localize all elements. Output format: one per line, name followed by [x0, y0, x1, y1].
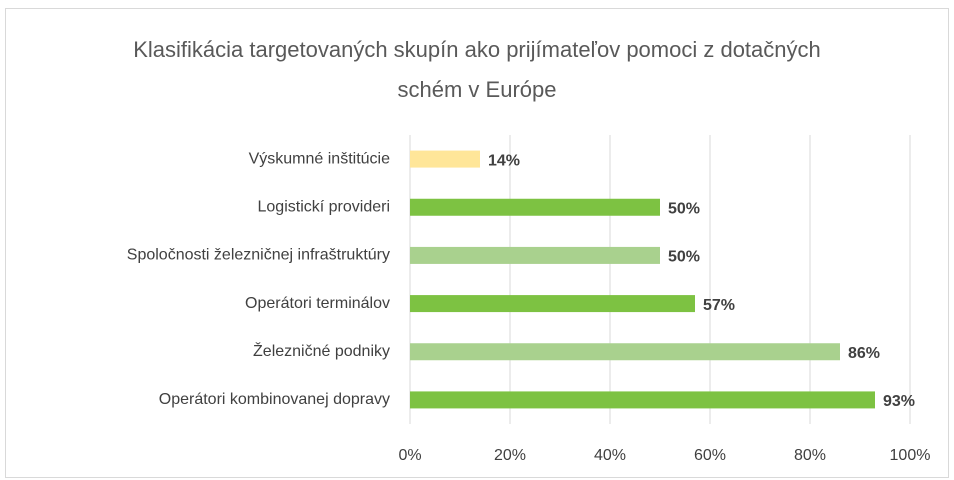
- bar: [410, 198, 660, 216]
- bar: [410, 150, 480, 168]
- data-label: 50%: [668, 200, 700, 217]
- chart-title: Klasifikácia targetovaných skupín ako pr…: [133, 37, 821, 102]
- x-tick-label: 80%: [794, 447, 826, 464]
- y-tick-label: Operátori terminálov: [245, 295, 390, 312]
- data-label: 93%: [883, 393, 915, 410]
- x-tick-label: 0%: [398, 447, 421, 464]
- y-tick-label: Logistickí provideri: [258, 198, 391, 215]
- data-label: 50%: [668, 249, 700, 266]
- bar: [410, 246, 660, 264]
- x-tick-label: 60%: [694, 447, 726, 464]
- bar: [410, 343, 840, 361]
- x-tick-label: 20%: [494, 447, 526, 464]
- bar: [410, 391, 875, 409]
- y-tick-label: Spoločnosti železničnej infraštruktúry: [127, 247, 390, 264]
- data-label: 57%: [703, 297, 735, 314]
- x-tick-label: 100%: [890, 447, 931, 464]
- data-label: 14%: [488, 152, 520, 169]
- bar: [410, 295, 695, 313]
- y-tick-label: Operátori kombinovanej dopravy: [159, 391, 390, 408]
- y-tick-label: Výskumné inštitúcie: [249, 150, 390, 167]
- data-label: 86%: [848, 345, 880, 362]
- y-tick-label: Železničné podniky: [253, 341, 390, 360]
- x-tick-label: 40%: [594, 447, 626, 464]
